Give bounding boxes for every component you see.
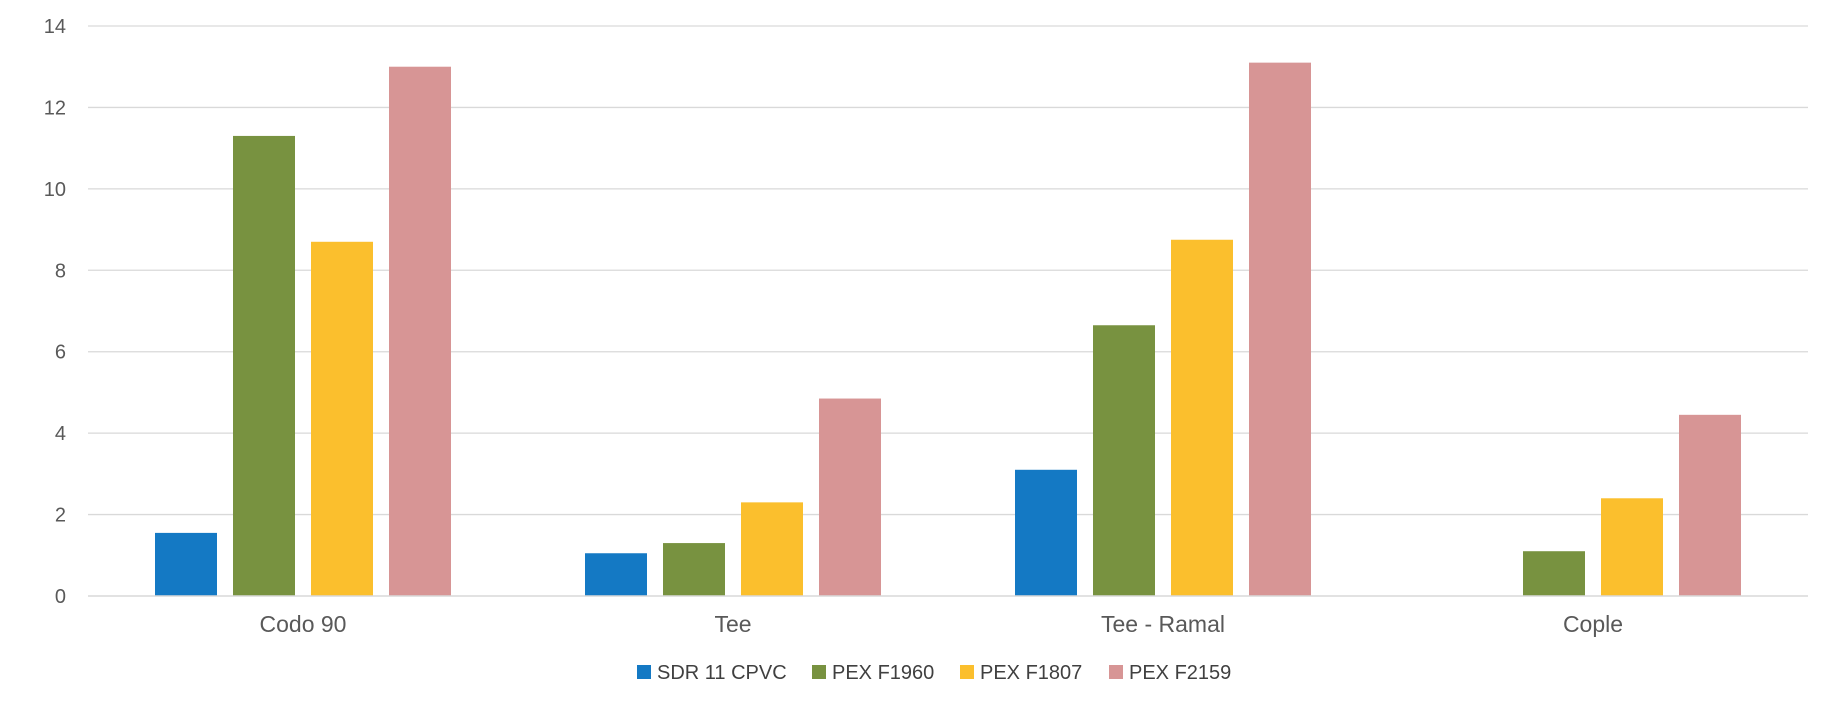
bar-tee-pex-f2159 — [819, 398, 881, 596]
x-category-label: Codo 90 — [260, 611, 347, 637]
legend: SDR 11 CPVC PEX F1960 PEX F1807 PEX F2159 — [637, 662, 1231, 684]
x-category-label: Tee - Ramal — [1101, 611, 1225, 637]
bar-tee-ramal-pex-f1960 — [1093, 325, 1155, 596]
x-axis-category-labels: Codo 90 Tee Tee - Ramal Cople — [260, 611, 1624, 637]
legend-swatch-2 — [960, 665, 974, 679]
bars — [155, 62, 1741, 597]
bar-codo-90-pex-f1807 — [311, 241, 373, 597]
bar-tee-pex-f1807 — [741, 502, 803, 596]
x-category-label: Tee — [714, 611, 751, 637]
legend-label-3: PEX F2159 — [1129, 662, 1231, 684]
y-tick-label-10: 10 — [44, 179, 66, 201]
legend-swatch-1 — [812, 665, 826, 679]
y-tick-label-0: 0 — [55, 586, 66, 608]
gridlines — [88, 25, 1808, 516]
bar-cople-pex-f1807 — [1601, 498, 1663, 596]
legend-swatch-3 — [1109, 665, 1123, 679]
bar-tee-sdr-11-cpvc — [585, 553, 647, 596]
y-tick-label-6: 6 — [55, 342, 66, 364]
x-category-label: Cople — [1563, 611, 1623, 637]
y-tick-label-14: 14 — [44, 16, 66, 38]
bar-tee-ramal-sdr-11-cpvc — [1015, 469, 1077, 596]
bar-tee-ramal-pex-f2159 — [1249, 62, 1311, 596]
y-tick-label-8: 8 — [55, 260, 66, 282]
legend-swatch-0 — [637, 665, 651, 679]
bar-cople-pex-f2159 — [1679, 414, 1741, 596]
y-tick-label-12: 12 — [44, 97, 66, 119]
bar-cople-pex-f1960 — [1523, 551, 1585, 596]
y-tick-label-2: 2 — [55, 505, 66, 527]
legend-label-0: SDR 11 CPVC — [657, 662, 787, 684]
bar-codo-90-pex-f1960 — [233, 135, 295, 596]
bar-codo-90-pex-f2159 — [389, 66, 451, 596]
bar-tee-ramal-pex-f1807 — [1171, 239, 1233, 596]
bar-codo-90-sdr-11-cpvc — [155, 532, 217, 596]
bar-tee-pex-f1960 — [663, 543, 725, 596]
legend-label-2: PEX F1807 — [980, 662, 1082, 684]
y-axis-tick-labels: 0 2 4 6 8 10 12 14 — [44, 16, 66, 608]
legend-label-1: PEX F1960 — [832, 662, 934, 684]
y-tick-label-4: 4 — [55, 423, 66, 445]
